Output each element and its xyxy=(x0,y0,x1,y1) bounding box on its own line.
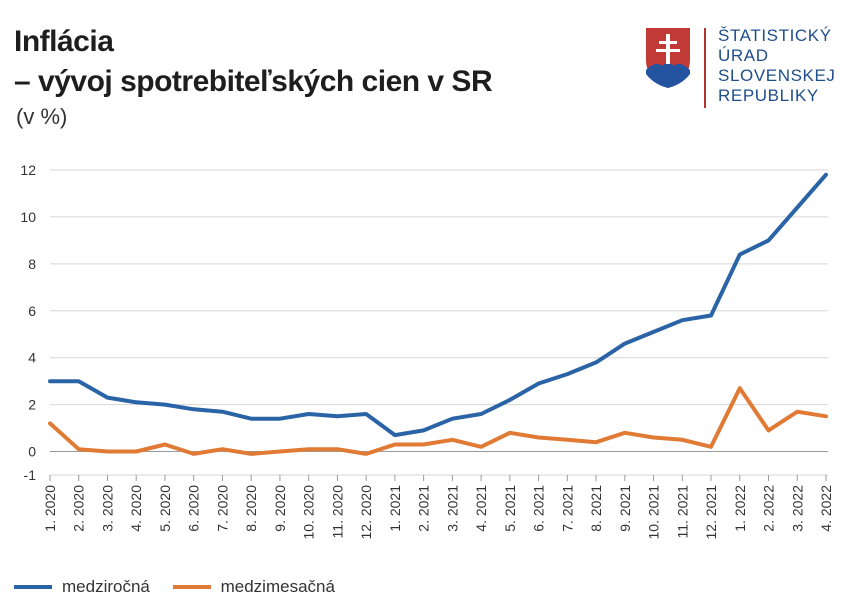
x-tick-label: 11. 2021 xyxy=(674,485,690,539)
x-tick-label: 9. 2020 xyxy=(272,485,288,532)
x-tick-label: 1. 2021 xyxy=(387,485,403,532)
title-line-1: Inflácia xyxy=(14,25,114,58)
x-tick-label: 7. 2020 xyxy=(214,485,230,532)
legend-label: medziročná xyxy=(62,577,150,596)
line-chart: -1 0 2 4 6 8 10 12 1. 2020 2. 2020 3. 2020 4. 2020 5… xyxy=(20,162,834,540)
x-tick-label: 9. 2021 xyxy=(617,485,633,532)
legend-item-series2: medzimesačná xyxy=(172,577,335,597)
y-tick-label: 8 xyxy=(28,256,36,272)
x-tick-label: 11. 2020 xyxy=(329,485,345,539)
y-tick-label: 10 xyxy=(20,209,36,225)
x-tick-label: 10. 2021 xyxy=(646,485,662,540)
x-tick-label: 4. 2022 xyxy=(818,485,834,532)
x-tick-label: 12. 2021 xyxy=(703,485,719,540)
x-tick-label: 6. 2020 xyxy=(186,485,202,532)
x-tick-label: 1. 2022 xyxy=(732,485,748,532)
logo-divider xyxy=(704,28,706,108)
title-line-2: – vývoj spotrebiteľských cien v SR xyxy=(14,65,493,98)
logo-line: ÚRAD xyxy=(718,46,769,65)
legend-swatch xyxy=(14,585,52,589)
x-tick-label: 2. 2020 xyxy=(71,485,87,532)
legend: medziročná medzimesačná xyxy=(14,574,353,597)
x-tick-label: 5. 2020 xyxy=(157,485,173,532)
legend-item-series1: medziročná xyxy=(14,577,150,597)
y-tick-label: 12 xyxy=(20,162,36,178)
chart-title: Inflácia – vývoj spotrebiteľských cien v… xyxy=(14,22,493,102)
slovak-coat-of-arms-icon xyxy=(646,28,690,88)
x-tick-label: 2. 2021 xyxy=(416,485,432,532)
x-tick-label: 6. 2021 xyxy=(531,485,547,532)
logo-line: ŠTATISTICKÝ xyxy=(718,26,832,45)
series-line-1 xyxy=(48,172,828,438)
x-tick-label: 4. 2021 xyxy=(473,485,489,532)
logo-line: REPUBLIKY xyxy=(718,86,819,105)
unit-label: (v %) xyxy=(16,104,68,129)
x-tick-label: 12. 2020 xyxy=(358,485,374,540)
x-tick-label: 3. 2020 xyxy=(99,485,115,532)
x-tick-label: 8. 2021 xyxy=(588,485,604,532)
legend-swatch xyxy=(172,585,211,589)
x-tick-label: 2. 2022 xyxy=(761,485,777,532)
y-tick-label: 2 xyxy=(28,397,36,413)
x-tick-label: 7. 2021 xyxy=(559,485,575,532)
y-tick-label: 6 xyxy=(28,303,36,319)
logo-text: ŠTATISTICKÝ ÚRAD SLOVENSKEJ REPUBLIKY xyxy=(718,26,836,106)
x-tick-label: 1. 2020 xyxy=(42,485,58,532)
x-tick-label: 3. 2022 xyxy=(789,485,805,532)
x-tick-label: 8. 2020 xyxy=(243,485,259,532)
x-tick-label: 3. 2021 xyxy=(444,485,460,532)
x-tick-label: 5. 2021 xyxy=(502,485,518,532)
x-tick-label: 4. 2020 xyxy=(128,485,144,532)
series-line-2 xyxy=(48,386,828,456)
logo-line: SLOVENSKEJ xyxy=(718,66,836,85)
y-tick-label: 4 xyxy=(28,350,36,366)
y-tick-label: -1 xyxy=(24,467,37,483)
legend-label: medzimesačná xyxy=(220,577,335,596)
x-tick-label: 10. 2020 xyxy=(301,485,317,540)
y-tick-label: 0 xyxy=(28,444,36,460)
